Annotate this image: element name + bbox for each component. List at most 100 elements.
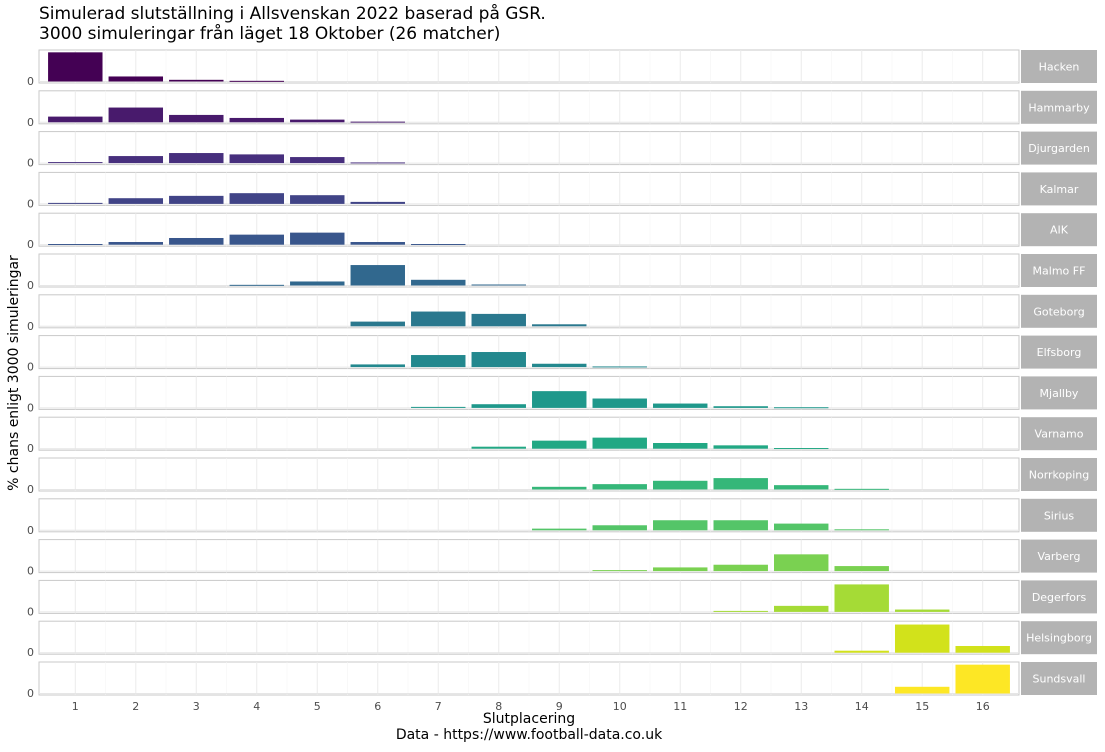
facet-label-aik: AIK [1050, 224, 1069, 237]
facet-label-hammarby: Hammarby [1028, 101, 1090, 114]
bar-aik-7 [411, 244, 466, 246]
bar-sirius-13 [774, 523, 829, 531]
bar-varberg-14 [834, 566, 889, 572]
bar-elfsborg-7 [411, 355, 466, 368]
facet-strip-goteborg [1021, 294, 1097, 328]
bar-mjallby-9 [532, 391, 587, 408]
bar-degerfors-15 [894, 609, 950, 612]
bar-elfsborg-9 [532, 363, 587, 368]
y-tick-label: 0 [27, 197, 34, 210]
bar-aik-6 [350, 242, 405, 245]
bar-djurgarden-2 [108, 156, 164, 164]
x-tick-label: 10 [613, 700, 627, 713]
bar-varberg-10 [592, 570, 647, 572]
y-tick-label: 0 [27, 442, 34, 455]
y-tick-label: 0 [27, 401, 34, 414]
y-tick-label: 0 [27, 279, 34, 292]
x-tick-label: 3 [193, 700, 200, 713]
facet-strip-aik [1021, 213, 1097, 247]
y-tick-label: 0 [27, 565, 34, 578]
x-tick-label: 5 [314, 700, 321, 713]
bar-norrkoping-11 [653, 480, 708, 490]
facet-label-hacken: Hacken [1039, 61, 1080, 74]
bar-sirius-10 [592, 525, 647, 531]
facet-label-degerfors: Degerfors [1032, 591, 1087, 604]
facet-label-elfsborg: Elfsborg [1037, 346, 1082, 359]
x-tick-label: 9 [556, 700, 563, 713]
bar-varnamo-8 [471, 446, 526, 449]
x-tick-label: 4 [253, 700, 260, 713]
facet-label-varberg: Varberg [1038, 550, 1081, 563]
bar-sundsvall-16 [955, 664, 1010, 694]
facet-label-norrkoping: Norrkoping [1029, 469, 1090, 482]
chart-caption: Data - https://www.football-data.co.uk [395, 727, 663, 743]
facet-strip-djurgarden [1021, 131, 1097, 165]
y-tick-label: 0 [27, 361, 34, 374]
bar-elfsborg-8 [471, 352, 526, 368]
bar-goteborg-9 [532, 324, 587, 327]
facet-label-goteborg: Goteborg [1033, 305, 1084, 318]
y-tick-label: 0 [27, 687, 34, 700]
bar-mjallby-8 [471, 404, 526, 408]
bar-malmo-ff-8 [471, 284, 526, 286]
bar-kalmar-3 [169, 195, 224, 204]
bar-elfsborg-10 [592, 366, 647, 368]
x-tick-label: 16 [976, 700, 990, 713]
y-tick-label: 0 [27, 157, 34, 170]
bar-aik-2 [108, 242, 164, 245]
y-tick-label: 0 [27, 238, 34, 251]
facet-strip-helsingborg [1021, 621, 1097, 655]
facet-strip-malmo-ff [1021, 254, 1097, 287]
bar-malmo-ff-5 [290, 281, 345, 286]
bar-varnamo-10 [592, 437, 647, 449]
bar-sirius-11 [653, 520, 708, 531]
bar-djurgarden-1 [48, 162, 103, 164]
bar-varberg-13 [774, 554, 829, 572]
bar-degerfors-12 [713, 610, 768, 612]
bar-mjallby-10 [592, 398, 647, 408]
bar-hacken-1 [48, 52, 103, 82]
facet-label-helsingborg: Helsingborg [1026, 632, 1092, 645]
x-axis-label: Slutplacering [482, 711, 576, 727]
bar-mjallby-11 [653, 403, 708, 408]
bar-degerfors-13 [774, 605, 829, 612]
facet-label-sirius: Sirius [1044, 509, 1075, 522]
bar-malmo-ff-7 [411, 279, 466, 286]
bar-helsingborg-14 [834, 650, 889, 653]
bar-norrkoping-12 [713, 478, 768, 490]
bar-norrkoping-10 [592, 484, 647, 490]
facet-strip-hacken [1021, 50, 1097, 83]
bar-kalmar-6 [350, 201, 405, 204]
bar-mjallby-13 [774, 407, 829, 409]
bar-varberg-11 [653, 567, 708, 572]
x-tick-label: 2 [132, 700, 139, 713]
bar-malmo-ff-6 [350, 265, 405, 286]
bar-hammarby-4 [229, 117, 284, 123]
bar-kalmar-2 [108, 198, 164, 204]
facet-strip-kalmar [1021, 172, 1097, 206]
facet-strip-mjallby [1021, 376, 1097, 410]
facet-strip-norrkoping [1021, 458, 1097, 491]
chart-subtitle: 3000 simuleringar från läget 18 Oktober … [39, 24, 501, 44]
facet-label-kalmar: Kalmar [1040, 183, 1079, 196]
bar-sirius-14 [834, 529, 889, 531]
bar-goteborg-6 [350, 321, 405, 327]
bar-kalmar-1 [48, 202, 103, 204]
bar-hammarby-5 [290, 119, 345, 123]
x-tick-label: 11 [673, 700, 687, 713]
bar-djurgarden-5 [290, 157, 345, 164]
bar-varnamo-11 [653, 443, 708, 449]
facet-strip-varnamo [1021, 417, 1097, 451]
y-tick-label: 0 [27, 524, 34, 537]
facet-strip-degerfors [1021, 580, 1097, 614]
bar-sirius-12 [713, 520, 768, 531]
chart-title: Simulerad slutställning i Allsvenskan 20… [39, 4, 546, 24]
bar-aik-3 [169, 237, 224, 245]
bar-djurgarden-6 [350, 162, 405, 164]
bar-sundsvall-15 [894, 686, 950, 694]
bar-aik-4 [229, 234, 284, 245]
bar-norrkoping-14 [834, 488, 889, 490]
bar-mjallby-7 [411, 406, 466, 408]
x-tick-label: 1 [72, 700, 79, 713]
facet-label-varnamo: Varnamo [1035, 428, 1084, 441]
